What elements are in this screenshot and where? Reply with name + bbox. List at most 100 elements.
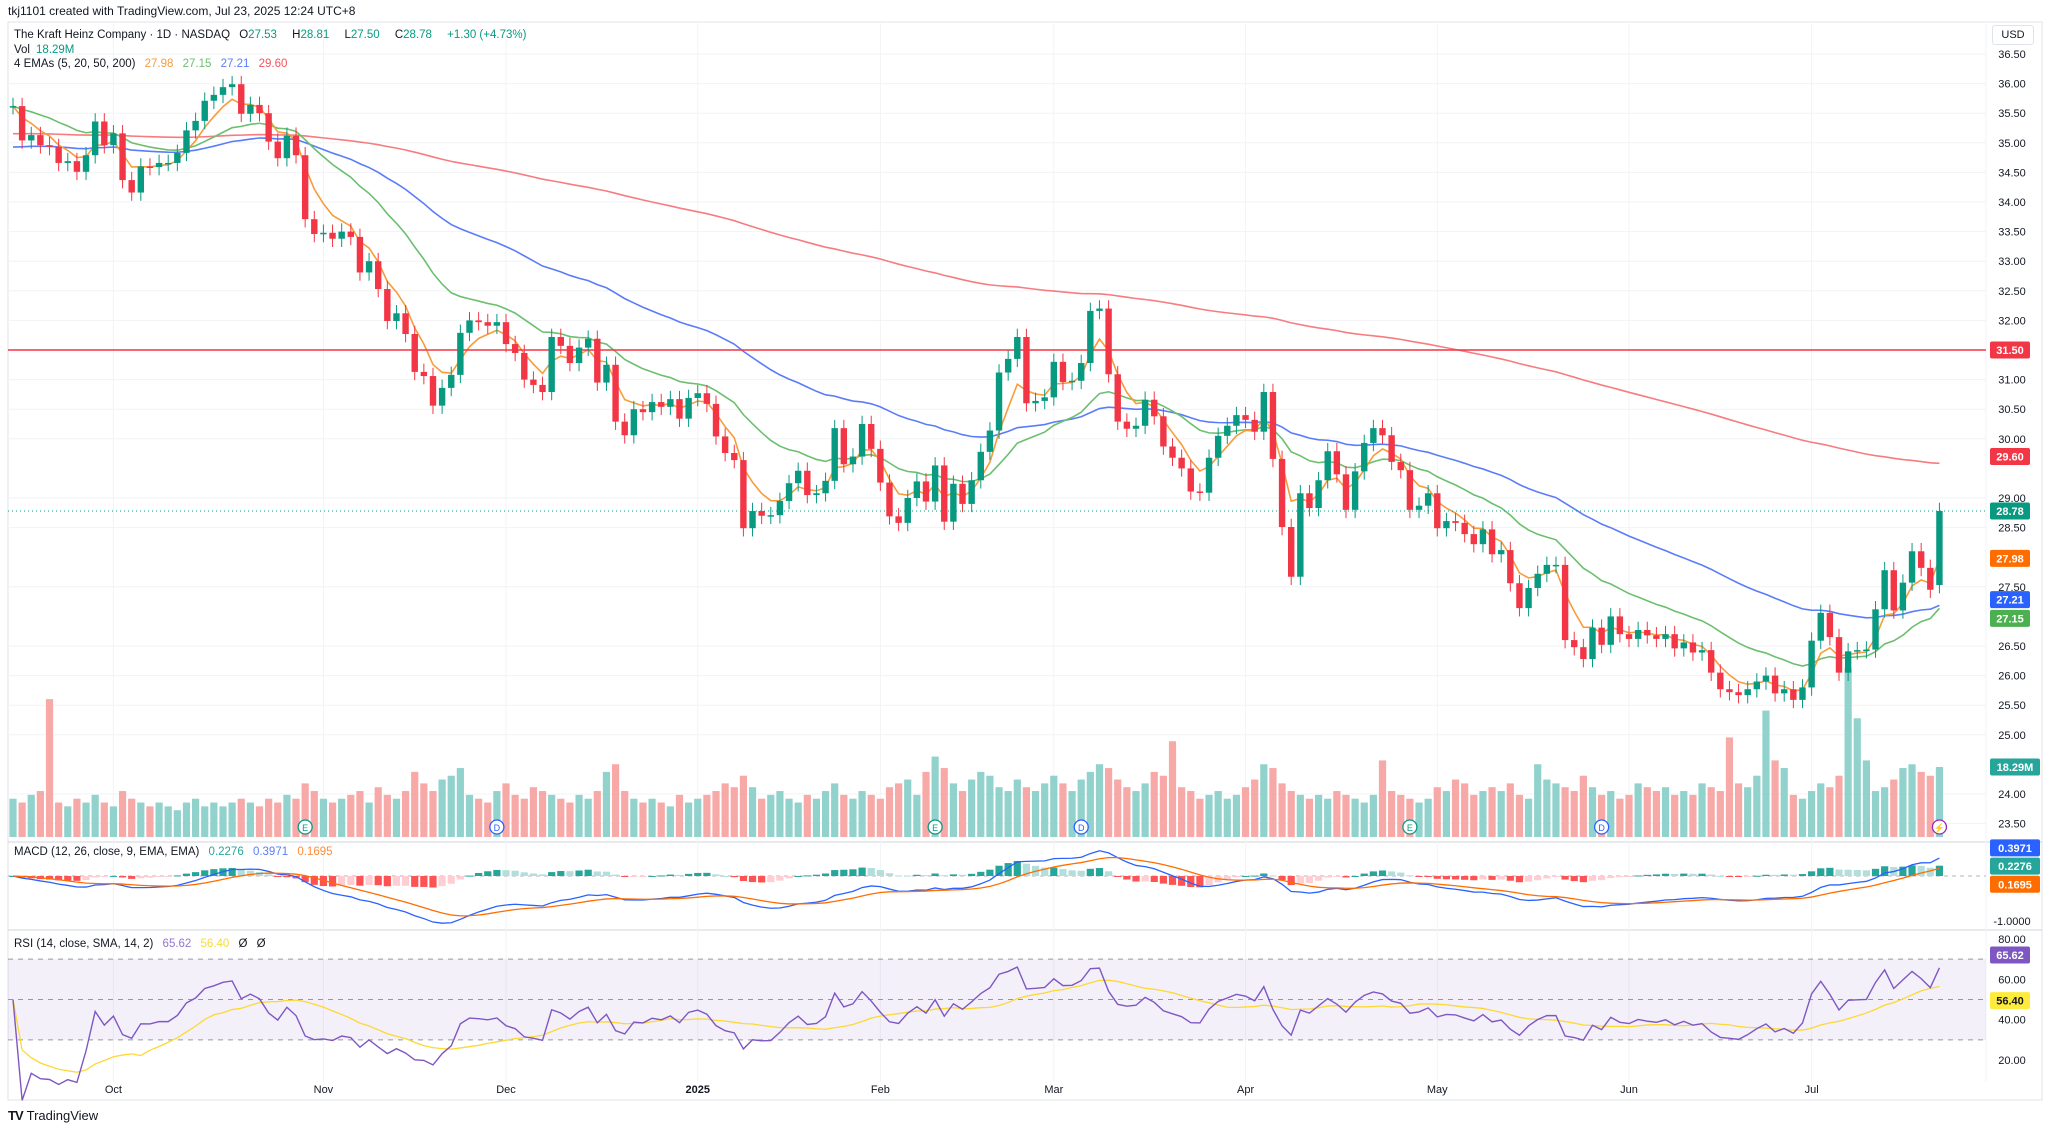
volume-bar (1908, 764, 1916, 837)
candle (1488, 521, 1496, 563)
macd-histogram-bar (1251, 875, 1259, 877)
candle (1014, 328, 1021, 368)
event-marker (489, 819, 505, 835)
macd-histogram-bar (1506, 876, 1514, 881)
candle (101, 113, 108, 154)
candle-body (502, 322, 510, 345)
candle-body (155, 162, 163, 168)
candle (1434, 484, 1441, 537)
candle-body (1936, 511, 1943, 586)
volume-bar (1817, 783, 1825, 837)
badge-background (1990, 857, 2040, 875)
price-tick-label: 26.50 (1998, 641, 2026, 653)
candle (740, 451, 747, 537)
volume-bar (694, 798, 702, 837)
candle-body (1269, 392, 1277, 459)
candle-body (1397, 461, 1404, 471)
close-value: 28.78 (403, 29, 432, 41)
candle-body (977, 451, 984, 481)
volume-bar (1689, 794, 1697, 837)
currency-button[interactable]: USD (1992, 25, 2034, 45)
macd-tick-label: -1.0000 (1993, 916, 2030, 928)
candle-body (1644, 630, 1651, 636)
candle (950, 475, 957, 530)
volume-bar (593, 791, 601, 837)
volume-bar (557, 798, 565, 837)
candle-body (265, 113, 272, 142)
volume-bar (493, 791, 501, 837)
rsi-lower-value: Ø (256, 938, 266, 950)
volume-bar (1205, 794, 1213, 837)
volume-bar (748, 787, 757, 837)
dividend-icon: D (1593, 819, 1610, 835)
macd-legend[interactable]: MACD (12, 26, close, 9, EMA, EMA) 0.2276… (14, 846, 339, 858)
volume-bar (675, 794, 684, 837)
badge-label: 28.78 (1996, 506, 2024, 518)
volume-bar (1022, 787, 1031, 837)
macd-histogram-bar (1734, 876, 1743, 877)
volume-bar (237, 798, 245, 837)
macd-histogram-bar (1470, 876, 1478, 881)
candle (877, 440, 884, 491)
volume-bar (265, 798, 273, 837)
candle (1242, 406, 1249, 429)
macd-histogram-bar (64, 876, 72, 881)
macd-histogram-bar (1041, 867, 1049, 876)
candle (1552, 556, 1560, 574)
candle-body (1461, 522, 1468, 535)
candle (594, 330, 601, 391)
candle (502, 313, 510, 353)
candle (1543, 556, 1551, 583)
candle-body (1872, 609, 1879, 650)
event-label: D (1078, 823, 1085, 833)
candle (1187, 460, 1194, 500)
candle (612, 356, 619, 430)
ema20-value: 27.15 (182, 58, 212, 70)
macd-histogram-bar (1534, 876, 1542, 881)
volume-bar (465, 794, 474, 837)
macd-histogram-bar (118, 876, 127, 878)
candle (1114, 365, 1121, 430)
candle-body (1653, 635, 1660, 639)
volume-bar (411, 771, 419, 837)
rsi-band-background (8, 959, 1986, 1040)
macd-histogram-bar (1342, 876, 1350, 878)
candle-body (1625, 634, 1633, 639)
candle-body (301, 155, 309, 220)
candle-body (1288, 527, 1295, 577)
event-marker (1402, 819, 1418, 835)
volume-bar (438, 779, 446, 837)
rsi-legend[interactable]: RSI (14, close, SMA, 14, 2) 65.62 56.40 … (14, 938, 272, 950)
candle (1735, 683, 1742, 704)
candle-body (28, 135, 35, 141)
macd-histogram-bar (328, 876, 337, 887)
candle (320, 224, 327, 243)
candle-body (37, 135, 44, 146)
candle-body (922, 481, 930, 502)
macd-histogram-bar (420, 876, 428, 887)
volume-bar (475, 798, 483, 837)
macd-histogram-bar (1853, 870, 1861, 876)
candle-body (584, 338, 592, 348)
macd-histogram-bar (922, 875, 930, 877)
ema-legend[interactable]: 4 EMAs (5, 20, 50, 200) 27.98 27.15 27.2… (14, 58, 293, 70)
candle-body (1790, 689, 1797, 700)
candle-body (1333, 451, 1341, 475)
candle (1004, 350, 1012, 381)
macd-histogram-bar (1022, 863, 1031, 876)
tradingview-logo[interactable]: TV TradingView (8, 1108, 98, 1123)
rsi-tick-label: 40.00 (1998, 1015, 2026, 1027)
candle (338, 223, 345, 247)
candle-body (274, 141, 281, 159)
volume-bar (922, 771, 930, 837)
candle-body (1406, 470, 1414, 510)
volume-bar (356, 791, 364, 837)
candle (91, 113, 99, 164)
candle (1078, 354, 1085, 390)
candle-body (1698, 650, 1706, 653)
candle-body (101, 121, 108, 146)
candle-body (1160, 416, 1167, 447)
time-tick-label: Jul (1805, 1084, 1819, 1096)
volume-bar (630, 798, 638, 837)
